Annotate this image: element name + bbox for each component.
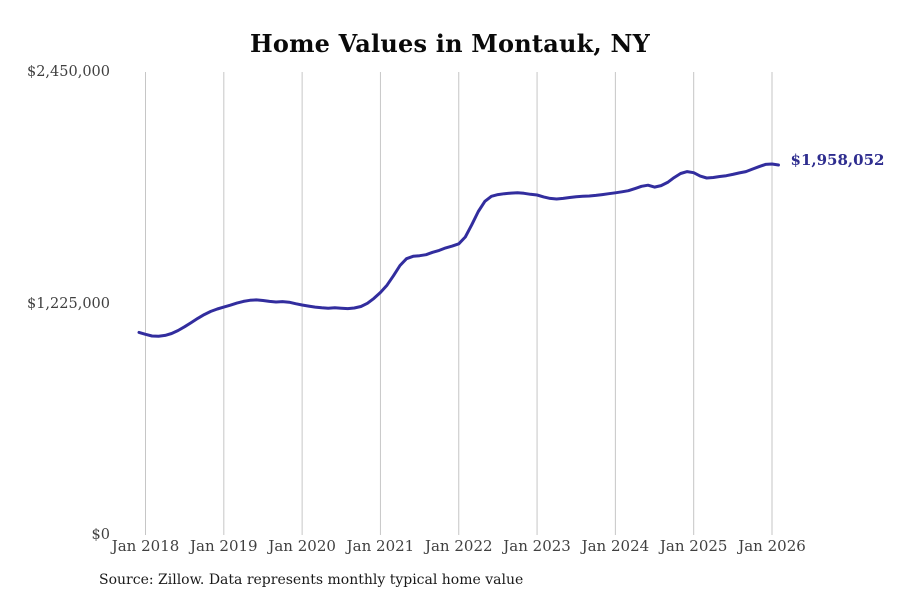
- x-tick-label: Jan 2025: [659, 537, 728, 555]
- x-tick-label: Jan 2020: [268, 537, 336, 555]
- x-tick-label: Jan 2024: [581, 537, 650, 555]
- x-tick-label: Jan 2018: [111, 537, 180, 555]
- y-tick-label: $2,450,000: [26, 64, 110, 80]
- y-tick-label: $1,225,000: [26, 295, 110, 312]
- y-tick-label: $0: [91, 527, 110, 543]
- final-value-label: $1,958,052: [790, 150, 885, 169]
- home-value-line: [137, 162, 780, 338]
- x-tick-label: Jan 2019: [190, 537, 258, 555]
- chart-title: Home Values in Montauk, NY: [249, 29, 651, 58]
- x-tick-label: Jan 2023: [503, 537, 571, 555]
- source-note: Source: Zillow. Data represents monthly …: [99, 572, 524, 588]
- x-tick-label: Jan 2022: [424, 537, 493, 555]
- x-tick-label: Jan 2021: [346, 537, 415, 555]
- x-tick-label: Jan 2026: [738, 537, 806, 555]
